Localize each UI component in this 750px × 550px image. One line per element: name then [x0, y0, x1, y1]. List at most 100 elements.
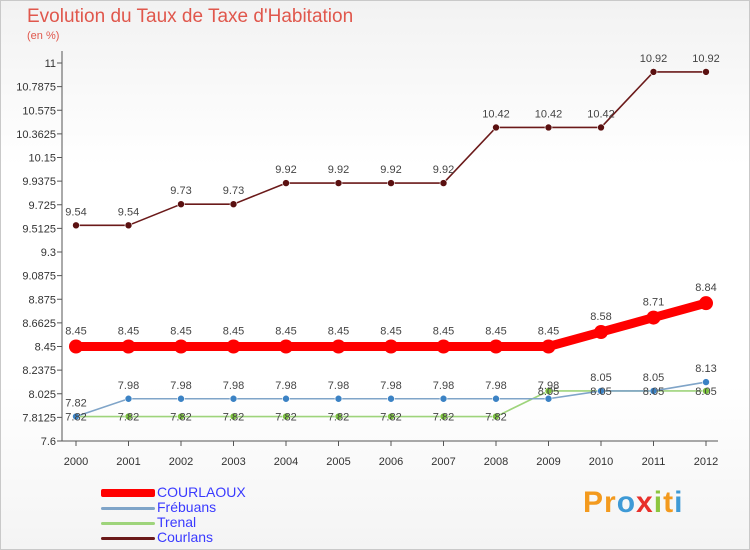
data-label-courlans: 9.73 [223, 185, 244, 197]
data-label-courlaoux: 8.45 [223, 326, 244, 338]
data-point-trenal[interactable] [334, 412, 343, 421]
legend-label: Courlans [157, 529, 214, 545]
data-label-trenal: 7.82 [380, 412, 401, 424]
legend-swatch [101, 522, 155, 525]
data-point-frebuans[interactable] [229, 394, 238, 403]
data-point-courlaoux[interactable] [331, 339, 346, 354]
data-point-frebuans[interactable] [387, 394, 395, 403]
data-point-frebuans[interactable] [282, 394, 290, 403]
data-point-courlans[interactable] [702, 68, 710, 76]
logo-letter: P [583, 486, 605, 519]
logo-letter: i [674, 486, 684, 519]
chart-subtitle: (en %) [27, 30, 60, 42]
logo-letter: i [653, 486, 664, 519]
data-point-trenal[interactable] [177, 412, 185, 421]
data-point-frebuans[interactable] [597, 387, 605, 395]
data-point-frebuans[interactable] [544, 394, 553, 403]
data-point-frebuans[interactable] [439, 394, 448, 403]
data-label-courlans: 9.54 [118, 206, 139, 218]
data-label-frebuans: 7.98 [275, 380, 296, 392]
data-point-courlaoux[interactable] [436, 339, 451, 354]
data-point-courlaoux[interactable] [384, 339, 398, 354]
data-point-courlaoux[interactable] [279, 339, 293, 354]
data-label-trenal: 7.82 [223, 412, 244, 424]
data-point-trenal[interactable] [124, 412, 133, 421]
data-label-courlans: 9.92 [433, 164, 454, 176]
proxiti-logo[interactable]: Proxiti [583, 486, 683, 520]
data-point-courlans[interactable] [72, 221, 80, 230]
data-point-courlans[interactable] [229, 200, 238, 208]
data-point-courlans[interactable] [544, 123, 553, 132]
data-point-courlans[interactable] [387, 179, 395, 187]
data-point-courlaoux[interactable] [489, 339, 503, 354]
data-point-trenal[interactable] [387, 412, 395, 421]
data-point-courlaoux[interactable] [541, 339, 556, 354]
data-label-courlans: 9.92 [275, 164, 296, 176]
data-point-courlaoux[interactable] [646, 310, 661, 325]
y-tick-label: 8.025 [28, 389, 56, 401]
y-tick-label: 11 [45, 58, 56, 70]
data-label-trenal: 7.82 [433, 412, 454, 424]
data-point-courlans[interactable] [597, 123, 605, 132]
data-point-courlaoux[interactable] [699, 296, 713, 311]
data-point-courlans[interactable] [177, 200, 185, 208]
data-point-courlans[interactable] [649, 68, 658, 76]
data-label-courlaoux: 8.45 [538, 326, 559, 338]
data-point-trenal[interactable] [492, 412, 500, 421]
data-point-courlaoux[interactable] [121, 339, 136, 354]
y-tick-label: 7.8125 [22, 412, 56, 424]
data-point-courlaoux[interactable] [226, 339, 241, 354]
y-tick-label: 10.15 [28, 153, 56, 165]
data-point-courlans[interactable] [492, 123, 500, 132]
x-tick-label: 2001 [116, 456, 140, 468]
x-tick-label: 2009 [536, 456, 560, 468]
legend-swatch [101, 507, 155, 510]
data-point-frebuans[interactable] [702, 378, 710, 386]
y-tick-label: 9.5125 [22, 223, 56, 235]
data-point-trenal[interactable] [544, 387, 553, 395]
data-point-frebuans[interactable] [649, 387, 658, 395]
data-point-courlans[interactable] [282, 179, 290, 187]
data-point-frebuans[interactable] [492, 394, 500, 403]
data-point-courlaoux[interactable] [174, 339, 188, 354]
x-tick-label: 2008 [484, 456, 508, 468]
data-label-frebuans: 8.05 [590, 372, 611, 384]
data-point-courlans[interactable] [334, 179, 343, 187]
data-point-frebuans[interactable] [177, 394, 185, 403]
data-label-frebuans: 7.98 [380, 380, 401, 392]
data-label-courlans: 10.92 [692, 53, 720, 65]
legend-swatch [101, 537, 155, 540]
legend-swatch [101, 489, 155, 497]
data-point-frebuans[interactable] [72, 412, 80, 421]
data-point-trenal[interactable] [702, 387, 710, 395]
data-point-courlans[interactable] [439, 179, 448, 187]
legend-label: Trenal [157, 514, 197, 530]
data-label-frebuans: 7.82 [65, 398, 86, 410]
data-point-trenal[interactable] [282, 412, 290, 421]
y-tick-label: 9.9375 [22, 176, 56, 188]
data-label-courlaoux: 8.45 [118, 326, 139, 338]
data-label-courlans: 9.73 [170, 185, 191, 197]
data-label-courlans: 10.42 [535, 108, 563, 120]
data-label-frebuans: 7.98 [223, 380, 244, 392]
data-label-courlans: 9.54 [65, 206, 86, 218]
y-tick-label: 8.875 [28, 294, 56, 306]
data-point-frebuans[interactable] [334, 394, 343, 403]
data-label-courlaoux: 8.45 [485, 326, 506, 338]
y-tick-label: 9.3 [41, 247, 56, 259]
data-point-courlans[interactable] [124, 221, 133, 230]
data-point-courlaoux[interactable] [69, 339, 83, 354]
legend-label: COURLAOUX [157, 484, 246, 500]
data-label-courlans: 9.92 [328, 164, 349, 176]
data-point-frebuans[interactable] [124, 394, 133, 403]
x-tick-label: 2012 [694, 456, 718, 468]
y-tick-label: 7.6 [41, 436, 56, 448]
data-label-trenal: 8.05 [538, 386, 559, 398]
y-tick-label: 10.3625 [16, 129, 56, 141]
data-point-courlaoux[interactable] [594, 325, 608, 340]
logo-letter: r [604, 486, 617, 519]
data-point-trenal[interactable] [439, 412, 448, 421]
y-tick-label: 9.0875 [22, 271, 56, 283]
data-point-trenal[interactable] [229, 412, 238, 421]
